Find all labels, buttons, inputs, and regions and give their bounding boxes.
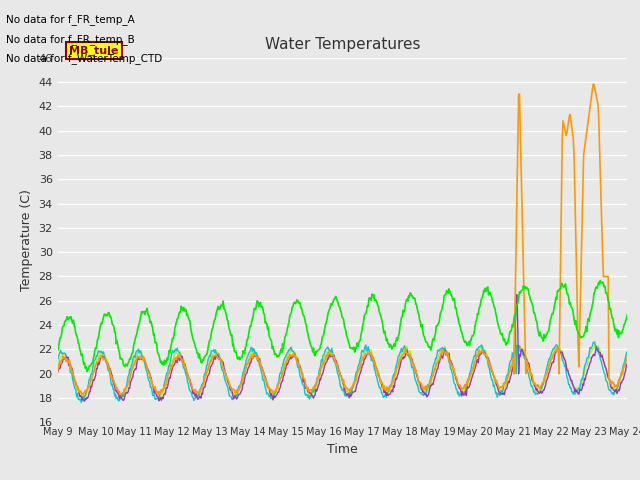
Text: MB_tule: MB_tule	[69, 46, 118, 56]
Title: Water Temperatures: Water Temperatures	[265, 37, 420, 52]
Text: No data for f_FR_temp_A: No data for f_FR_temp_A	[6, 14, 135, 25]
Y-axis label: Temperature (C): Temperature (C)	[20, 189, 33, 291]
Legend: FR_temp_C, FD_Temp_1, WaterT, CondTemp, MDTemp_A: FR_temp_C, FD_Temp_1, WaterT, CondTemp, …	[96, 475, 589, 480]
Text: No data for f_FR_temp_B: No data for f_FR_temp_B	[6, 34, 135, 45]
Text: No data for f_WaterTemp_CTD: No data for f_WaterTemp_CTD	[6, 53, 163, 64]
X-axis label: Time: Time	[327, 443, 358, 456]
